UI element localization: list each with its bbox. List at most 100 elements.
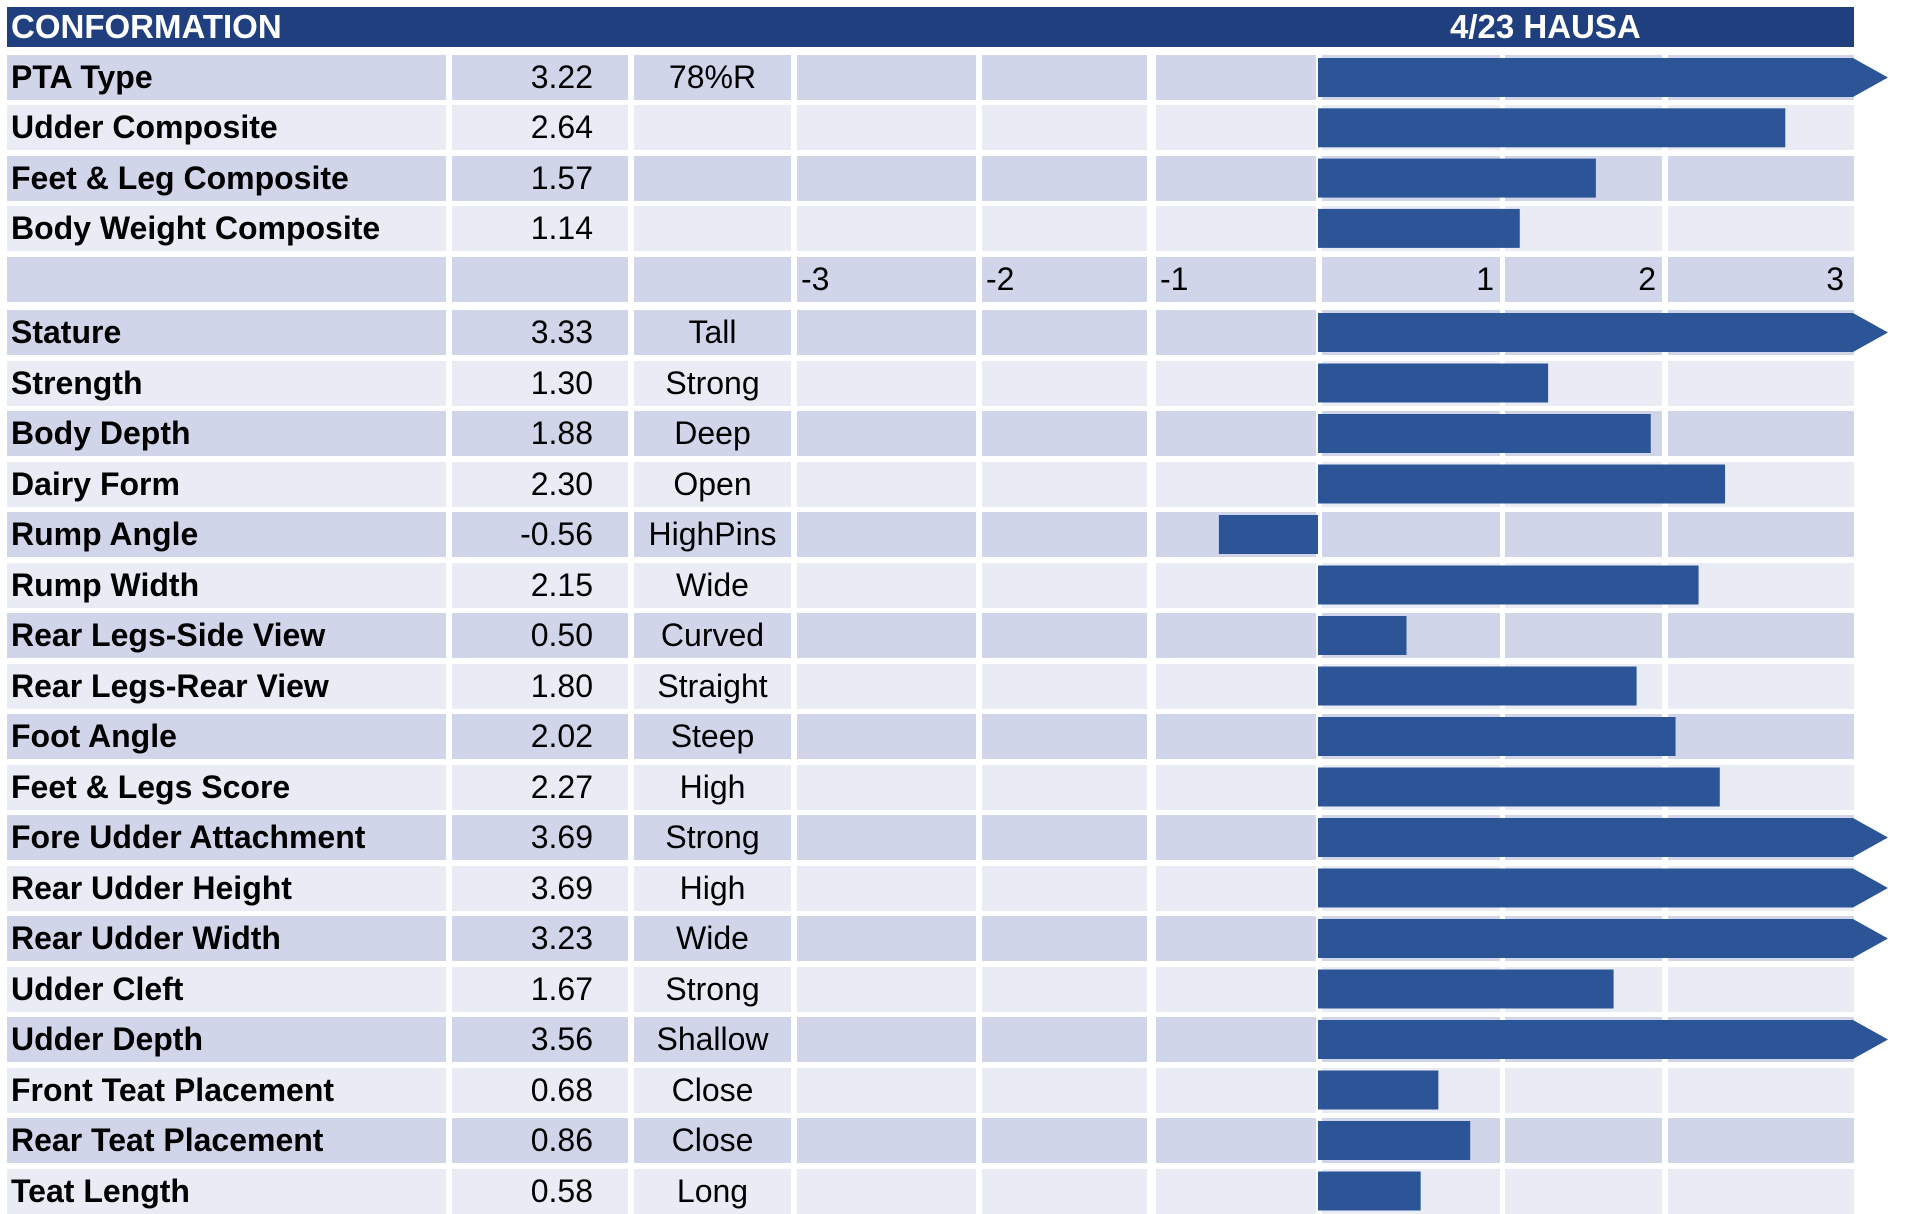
grid-cell: [797, 663, 976, 709]
grid-cell: [797, 411, 976, 456]
grid-cell: [1156, 1067, 1316, 1113]
grid-cell: [982, 865, 1147, 911]
trait-label: Teat Length: [7, 1168, 446, 1214]
composite-value: 1.57: [452, 155, 628, 201]
grid-cell: [1505, 1118, 1662, 1163]
grid-cell: [1668, 714, 1854, 759]
grid-cell: [982, 764, 1147, 810]
trait-descriptor: Open: [634, 461, 791, 507]
grid-cell: [1156, 764, 1316, 810]
grid-cell: [982, 512, 1147, 557]
trait-bar: [1318, 313, 1888, 352]
trait-value: 0.50: [452, 613, 628, 658]
trait-bar: [1318, 666, 1637, 706]
grid-cell: [1505, 1168, 1662, 1214]
grid-cell: [1505, 613, 1662, 658]
trait-bar: [1318, 414, 1651, 453]
trait-label: Feet & Legs Score: [7, 764, 446, 810]
grid-cell: [1322, 512, 1500, 557]
trait-descriptor: High: [634, 865, 791, 911]
grid-cell: [797, 865, 976, 911]
grid-cell: [1156, 461, 1316, 507]
trait-descriptor: Curved: [634, 613, 791, 658]
grid-cell: [797, 55, 976, 100]
trait-descriptor: Wide: [634, 916, 791, 961]
trait-descriptor: Close: [634, 1067, 791, 1113]
grid-cell: [797, 916, 976, 961]
composite-value: 2.64: [452, 105, 628, 151]
grid-cell: [982, 310, 1147, 355]
trait-label: Dairy Form: [7, 461, 446, 507]
axis-tick-label: 2: [1505, 257, 1662, 302]
trait-bar: [1318, 767, 1720, 807]
composite-descriptor: 78%R: [634, 55, 791, 100]
grid-cell: [797, 1168, 976, 1214]
grid-cell: [1156, 966, 1316, 1012]
trait-descriptor: Strong: [634, 815, 791, 860]
grid-cell: [1156, 916, 1316, 961]
grid-cell: [1156, 105, 1316, 151]
composite-descriptor: [634, 205, 791, 251]
grid-cell: [982, 613, 1147, 658]
grid-cell: [982, 966, 1147, 1012]
trait-value: 0.58: [452, 1168, 628, 1214]
trait-label: Foot Angle: [7, 714, 446, 759]
trait-label: Rear Udder Height: [7, 865, 446, 911]
grid-cell: [797, 562, 976, 608]
trait-label: Rear Teat Placement: [7, 1118, 446, 1163]
grid-cell: [797, 714, 976, 759]
grid-cell: [982, 205, 1147, 251]
grid-cell: [1156, 663, 1316, 709]
chart-header: CONFORMATION 4/23 HAUSA: [7, 7, 1854, 47]
composite-descriptor: [634, 105, 791, 151]
trait-bar: [1318, 919, 1888, 958]
trait-bar: [1218, 515, 1318, 554]
grid-cell: [1156, 815, 1316, 860]
trait-value: 2.15: [452, 562, 628, 608]
trait-descriptor: Tall: [634, 310, 791, 355]
grid-cell: [1668, 155, 1854, 201]
grid-cell: [982, 562, 1147, 608]
trait-descriptor: HighPins: [634, 512, 791, 557]
grid-cell: [1668, 1118, 1854, 1163]
trait-bar: [1318, 464, 1726, 504]
trait-value: -0.56: [452, 512, 628, 557]
grid-cell: [1156, 411, 1316, 456]
grid-cell: [1668, 966, 1854, 1012]
grid-cell: [797, 815, 976, 860]
grid-cell: [1156, 562, 1316, 608]
trait-value: 3.33: [452, 310, 628, 355]
trait-bar: [1318, 363, 1549, 403]
trait-value: 0.68: [452, 1067, 628, 1113]
axis-row-label: [7, 257, 446, 302]
trait-value: 3.69: [452, 865, 628, 911]
trait-value: 3.23: [452, 916, 628, 961]
trait-value: 2.02: [452, 714, 628, 759]
trait-descriptor: Strong: [634, 360, 791, 406]
composite-label: Body Weight Composite: [7, 205, 446, 251]
trait-label: Strength: [7, 360, 446, 406]
grid-cell: [1156, 310, 1316, 355]
trait-descriptor: Steep: [634, 714, 791, 759]
composite-label: PTA Type: [7, 55, 446, 100]
trait-label: Rump Width: [7, 562, 446, 608]
grid-cell: [797, 461, 976, 507]
grid-cell: [797, 205, 976, 251]
grid-cell: [797, 512, 976, 557]
grid-cell: [797, 1118, 976, 1163]
trait-bar: [1318, 969, 1614, 1009]
composite-label: Feet & Leg Composite: [7, 155, 446, 201]
grid-cell: [1668, 1067, 1854, 1113]
trait-descriptor: Shallow: [634, 1017, 791, 1062]
trait-value: 3.69: [452, 815, 628, 860]
trait-bar: [1318, 818, 1888, 857]
composite-bar: [1318, 108, 1786, 148]
grid-cell: [797, 966, 976, 1012]
grid-cell: [1668, 411, 1854, 456]
grid-cell: [982, 663, 1147, 709]
grid-cell: [1668, 512, 1854, 557]
axis-row-desc: [634, 257, 791, 302]
composite-label: Udder Composite: [7, 105, 446, 151]
grid-cell: [1505, 1067, 1662, 1113]
